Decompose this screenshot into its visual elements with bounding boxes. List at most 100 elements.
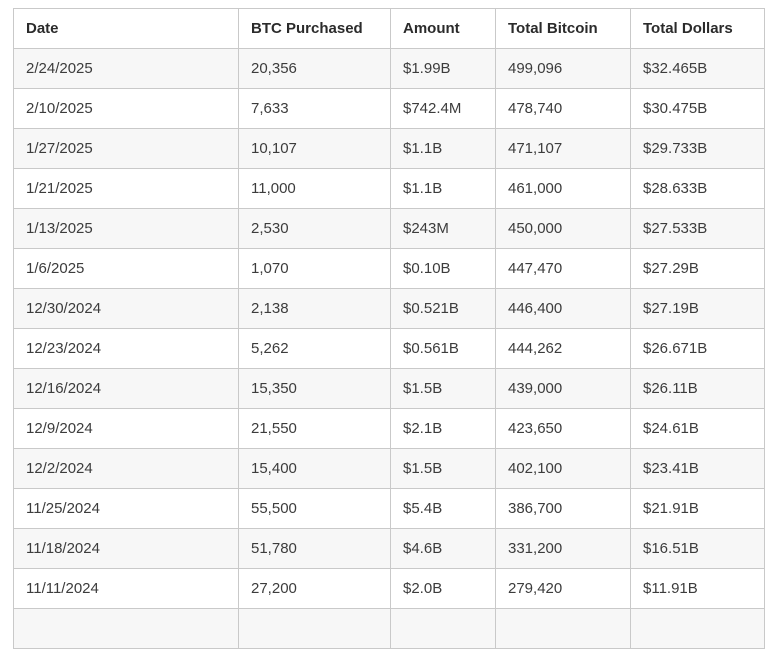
table-body: 2/24/2025 20,356 $1.99B 499,096 $32.465B 2/10… (13, 48, 765, 649)
cell-btc-purchased: 2,530 (238, 208, 391, 249)
cell-amount: $0.561B (390, 328, 496, 369)
cell-amount: $5.4B (390, 488, 496, 529)
cell-empty (238, 608, 391, 649)
cell-amount: $0.521B (390, 288, 496, 329)
cell-amount: $0.10B (390, 248, 496, 289)
cell-empty (13, 608, 239, 649)
table-row: 12/2/2024 15,400 $1.5B 402,100 $23.41B (13, 448, 765, 489)
cell-total-dollars: $23.41B (630, 448, 765, 489)
cell-total-bitcoin: 279,420 (495, 568, 631, 609)
cell-total-dollars: $26.11B (630, 368, 765, 409)
table-row: 11/25/2024 55,500 $5.4B 386,700 $21.91B (13, 488, 765, 529)
cell-total-bitcoin: 402,100 (495, 448, 631, 489)
cell-btc-purchased: 20,356 (238, 48, 391, 89)
table-row: 2/10/2025 7,633 $742.4M 478,740 $30.475B (13, 88, 765, 129)
cell-date: 12/30/2024 (13, 288, 239, 329)
cell-total-bitcoin: 471,107 (495, 128, 631, 169)
cell-empty (495, 608, 631, 649)
btc-purchases-table-container: Date BTC Purchased Amount Total Bitcoin Tota… (13, 8, 765, 649)
cell-amount: $1.99B (390, 48, 496, 89)
table-row: 11/18/2024 51,780 $4.6B 331,200 $16.51B (13, 528, 765, 569)
table-row-partial (13, 608, 765, 649)
cell-btc-purchased: 15,400 (238, 448, 391, 489)
header-row: Date BTC Purchased Amount Total Bitcoin Tota… (13, 8, 765, 49)
cell-amount: $1.5B (390, 368, 496, 409)
cell-amount: $243M (390, 208, 496, 249)
cell-total-bitcoin: 478,740 (495, 88, 631, 129)
cell-amount: $1.5B (390, 448, 496, 489)
cell-date: 1/21/2025 (13, 168, 239, 209)
cell-total-bitcoin: 386,700 (495, 488, 631, 529)
cell-date: 12/2/2024 (13, 448, 239, 489)
cell-total-dollars: $27.533B (630, 208, 765, 249)
cell-amount: $2.0B (390, 568, 496, 609)
cell-btc-purchased: 2,138 (238, 288, 391, 329)
column-header-date: Date (13, 8, 239, 49)
cell-total-dollars: $29.733B (630, 128, 765, 169)
cell-btc-purchased: 27,200 (238, 568, 391, 609)
cell-btc-purchased: 10,107 (238, 128, 391, 169)
cell-total-bitcoin: 447,470 (495, 248, 631, 289)
cell-date: 1/13/2025 (13, 208, 239, 249)
cell-total-dollars: $27.29B (630, 248, 765, 289)
cell-total-dollars: $21.91B (630, 488, 765, 529)
cell-amount: $1.1B (390, 168, 496, 209)
cell-total-bitcoin: 423,650 (495, 408, 631, 449)
cell-btc-purchased: 55,500 (238, 488, 391, 529)
cell-amount: $4.6B (390, 528, 496, 569)
table-row: 12/9/2024 21,550 $2.1B 423,650 $24.61B (13, 408, 765, 449)
cell-btc-purchased: 5,262 (238, 328, 391, 369)
cell-btc-purchased: 11,000 (238, 168, 391, 209)
cell-btc-purchased: 7,633 (238, 88, 391, 129)
cell-date: 12/23/2024 (13, 328, 239, 369)
cell-total-bitcoin: 499,096 (495, 48, 631, 89)
cell-total-dollars: $28.633B (630, 168, 765, 209)
column-header-amount: Amount (390, 8, 496, 49)
cell-date: 11/25/2024 (13, 488, 239, 529)
cell-date: 12/9/2024 (13, 408, 239, 449)
cell-date: 2/24/2025 (13, 48, 239, 89)
cell-date: 11/11/2024 (13, 568, 239, 609)
table-row: 1/6/2025 1,070 $0.10B 447,470 $27.29B (13, 248, 765, 289)
cell-total-dollars: $26.671B (630, 328, 765, 369)
table-row: 1/27/2025 10,107 $1.1B 471,107 $29.733B (13, 128, 765, 169)
cell-amount: $742.4M (390, 88, 496, 129)
column-header-total-dollars: Total Dollars (630, 8, 765, 49)
cell-btc-purchased: 51,780 (238, 528, 391, 569)
cell-total-bitcoin: 331,200 (495, 528, 631, 569)
table-row: 1/13/2025 2,530 $243M 450,000 $27.533B (13, 208, 765, 249)
cell-total-bitcoin: 444,262 (495, 328, 631, 369)
cell-empty (390, 608, 496, 649)
column-header-total-bitcoin: Total Bitcoin (495, 8, 631, 49)
table-row: 11/11/2024 27,200 $2.0B 279,420 $11.91B (13, 568, 765, 609)
cell-btc-purchased: 15,350 (238, 368, 391, 409)
table-row: 1/21/2025 11,000 $1.1B 461,000 $28.633B (13, 168, 765, 209)
cell-total-bitcoin: 450,000 (495, 208, 631, 249)
cell-total-dollars: $30.475B (630, 88, 765, 129)
cell-date: 11/18/2024 (13, 528, 239, 569)
cell-btc-purchased: 21,550 (238, 408, 391, 449)
cell-total-dollars: $27.19B (630, 288, 765, 329)
cell-empty (630, 608, 765, 649)
cell-total-dollars: $16.51B (630, 528, 765, 569)
table-row: 2/24/2025 20,356 $1.99B 499,096 $32.465B (13, 48, 765, 89)
cell-total-dollars: $24.61B (630, 408, 765, 449)
cell-date: 1/6/2025 (13, 248, 239, 289)
table-row: 12/23/2024 5,262 $0.561B 444,262 $26.671B (13, 328, 765, 369)
cell-total-dollars: $32.465B (630, 48, 765, 89)
cell-date: 2/10/2025 (13, 88, 239, 129)
cell-total-dollars: $11.91B (630, 568, 765, 609)
table-header: Date BTC Purchased Amount Total Bitcoin Tota… (13, 8, 765, 49)
cell-amount: $1.1B (390, 128, 496, 169)
table-row: 12/16/2024 15,350 $1.5B 439,000 $26.11B (13, 368, 765, 409)
cell-date: 1/27/2025 (13, 128, 239, 169)
table-row: 12/30/2024 2,138 $0.521B 446,400 $27.19B (13, 288, 765, 329)
cell-total-bitcoin: 439,000 (495, 368, 631, 409)
cell-total-bitcoin: 461,000 (495, 168, 631, 209)
cell-date: 12/16/2024 (13, 368, 239, 409)
cell-btc-purchased: 1,070 (238, 248, 391, 289)
column-header-btc-purchased: BTC Purchased (238, 8, 391, 49)
btc-purchases-table: Date BTC Purchased Amount Total Bitcoin Tota… (13, 8, 765, 649)
cell-amount: $2.1B (390, 408, 496, 449)
cell-total-bitcoin: 446,400 (495, 288, 631, 329)
